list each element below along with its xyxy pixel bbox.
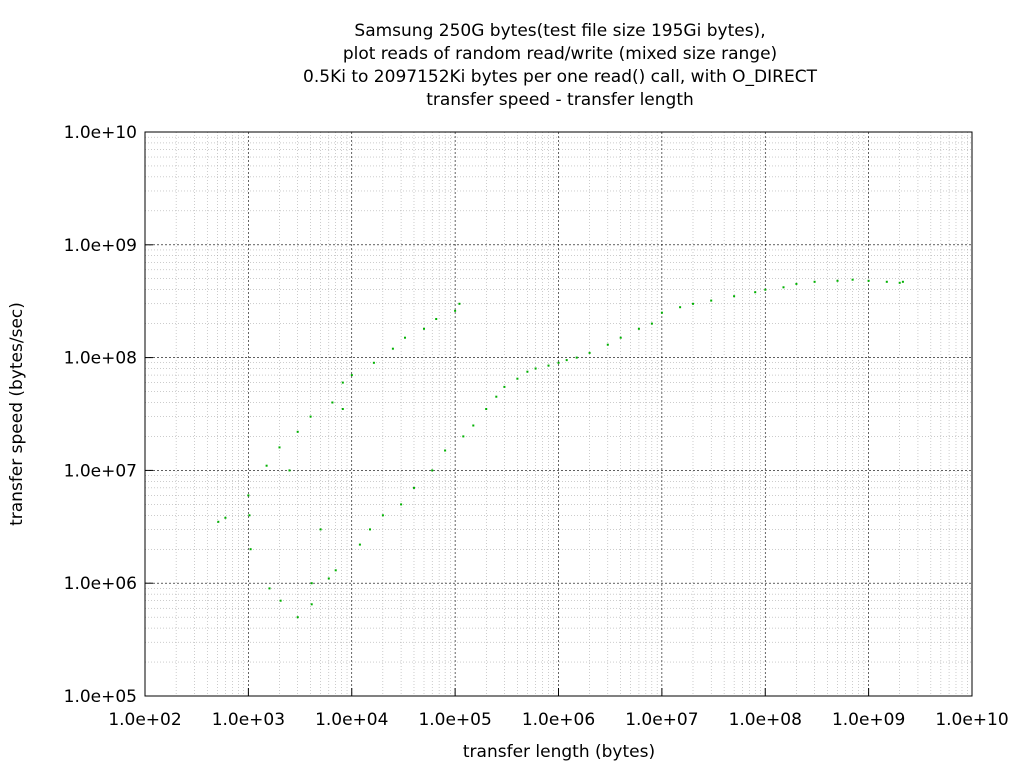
y-tick-label: 1.0e+07 [64,461,137,481]
data-point [341,381,344,384]
data-point [369,528,371,531]
data-point [795,282,798,285]
data-point [404,336,406,339]
data-point [435,318,438,320]
data-point [836,279,839,282]
y-tick-label: 1.0e+05 [64,687,137,707]
data-point [413,486,415,489]
data-point [400,503,403,506]
data-point [606,343,609,346]
data-point [331,401,334,404]
data-point [898,281,901,284]
data-point [444,449,447,452]
data-point [372,361,375,364]
data-point [458,302,461,305]
data-point [247,494,250,497]
data-point [851,278,854,281]
data-point [341,408,344,410]
data-point [472,424,475,427]
data-point [248,514,251,517]
data-points [217,278,904,619]
title-line-2: plot reads of random read/write (mixed s… [343,44,777,64]
data-point [637,327,640,330]
data-point [565,359,568,362]
data-point [764,288,767,291]
x-tick-label: 1.0e+02 [108,710,181,730]
data-point [485,408,488,410]
data-point [782,286,785,289]
data-point [462,435,465,438]
data-point [288,469,291,472]
data-point [265,464,268,467]
data-point [547,364,550,367]
y-tick-label: 1.0e+09 [64,236,137,256]
data-point [224,516,227,519]
data-point [495,395,498,398]
data-point [310,582,313,585]
data-point [327,577,330,580]
data-point [279,599,282,602]
chart-title: Samsung 250G bytes(test file size 195Gi … [303,21,818,110]
data-point [679,306,682,309]
data-point [901,280,904,283]
x-axis-ticks: 1.0e+02 1.0e+03 1.0e+04 1.0e+05 1.0e+06 1.0e+… [108,688,1009,730]
data-point [278,446,281,449]
data-point [334,569,337,572]
data-point [310,603,313,606]
x-tick-label: 1.0e+04 [315,710,388,730]
data-point [650,322,653,325]
data-point [431,469,434,472]
data-point [588,351,591,354]
y-tick-label: 1.0e+10 [64,123,137,143]
data-point [534,367,537,370]
data-point [526,370,529,373]
data-point [454,309,457,312]
data-point [867,279,870,282]
data-point [619,336,622,339]
data-point [885,280,888,283]
data-point [575,356,578,359]
data-point [733,295,736,298]
x-tick-label: 1.0e+07 [625,710,698,730]
data-point [309,415,312,418]
data-point [391,347,394,350]
data-point [557,361,560,364]
y-tick-label: 1.0e+08 [64,349,137,369]
y-axis-label: transfer speed (bytes/sec) [7,302,27,526]
title-line-1: Samsung 250G bytes(test file size 195Gi … [354,21,765,41]
grid-lines [144,131,973,697]
data-point [710,299,713,302]
data-point [660,311,663,314]
x-tick-label: 1.0e+03 [212,710,285,730]
data-point [503,385,506,388]
title-line-4: transfer speed - transfer length [426,90,694,110]
y-axis-ticks: 1.0e+05 1.0e+06 1.0e+07 1.0e+08 1.0e+09 1.0e+… [64,123,153,707]
x-tick-label: 1.0e+05 [418,710,491,730]
data-point [249,548,252,551]
data-point [268,587,271,590]
data-point [754,291,757,294]
title-line-3: 0.5Ki to 2097152Ki bytes per one read() … [303,67,818,87]
x-tick-label: 1.0e+10 [935,710,1008,730]
data-point [423,327,425,330]
data-point [296,616,299,619]
data-point [296,430,299,433]
x-tick-label: 1.0e+06 [522,710,595,730]
x-tick-label: 1.0e+09 [832,710,905,730]
x-tick-label: 1.0e+08 [729,710,802,730]
data-point [813,280,816,283]
y-tick-label: 1.0e+06 [64,574,137,594]
data-point [692,302,694,305]
data-point [319,528,322,531]
x-axis-label: transfer length (bytes) [463,742,655,762]
data-point [381,514,384,517]
data-point [350,374,353,377]
data-point [217,520,220,523]
data-point [516,377,519,380]
data-point [358,543,361,546]
